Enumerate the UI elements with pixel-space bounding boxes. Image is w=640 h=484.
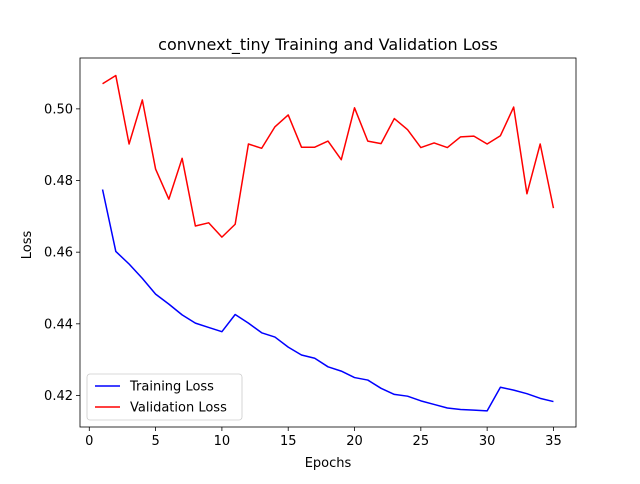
x-tick-label: 25 <box>413 434 430 449</box>
y-axis-label: Loss <box>20 231 35 260</box>
x-tick-label: 15 <box>280 434 297 449</box>
x-axis-label: Epochs <box>305 456 352 471</box>
x-tick-label: 0 <box>85 434 93 449</box>
x-tick-label: 30 <box>479 434 496 449</box>
legend-label-validation-loss: Validation Loss <box>130 401 227 416</box>
y-tick-label: 0.50 <box>44 102 73 117</box>
plot-area <box>101 74 555 412</box>
axes: 0 5 10 15 20 25 30 35 0.42 0.44 0.46 0.48 0.50 <box>44 57 577 449</box>
legend-box <box>86 373 243 421</box>
legend-label-training-loss: Training Loss <box>129 380 214 395</box>
x-tick-label: 10 <box>214 434 231 449</box>
x-tick-label: 20 <box>346 434 363 449</box>
y-tick-label: 0.42 <box>44 389 73 404</box>
x-tick-label: 5 <box>151 434 159 449</box>
y-tick-label: 0.48 <box>44 174 73 189</box>
x-tick-label: 35 <box>545 434 562 449</box>
legend: Training Loss Validation Loss <box>86 373 243 421</box>
y-tick-label: 0.46 <box>44 246 73 261</box>
chart-title: convnext_tiny Training and Validation Lo… <box>158 35 498 55</box>
plot-frame <box>79 57 577 428</box>
validation-loss-line <box>102 74 555 238</box>
training-loss-line <box>101 189 554 412</box>
y-tick-label: 0.44 <box>44 317 73 332</box>
